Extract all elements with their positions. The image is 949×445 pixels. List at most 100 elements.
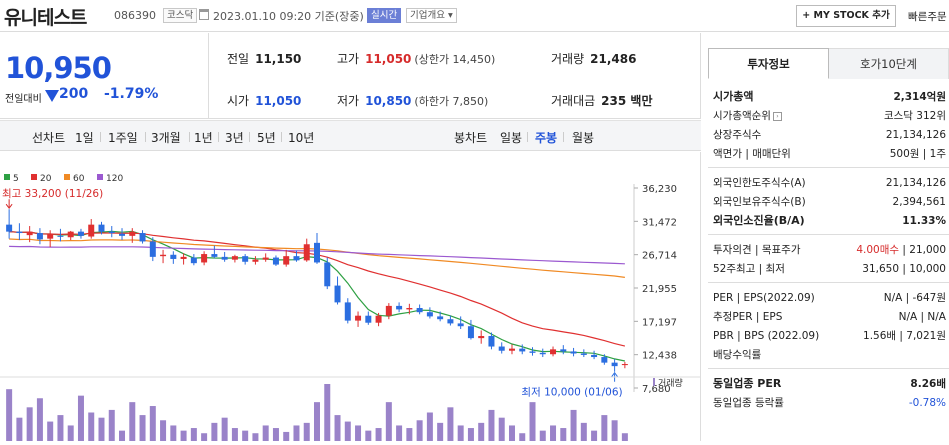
legend-swatch [4,174,10,180]
y-tick-label: 7,680 [642,384,671,395]
volume-bar [580,422,587,441]
range-10y[interactable]: 10년 [288,131,315,145]
quick-order-link[interactable]: 빠른주문 [908,11,947,23]
volume-bar [611,420,618,441]
volume-bar [88,412,95,441]
volume-bar [488,409,495,441]
candle-body [550,349,557,355]
info-row-4-3: 배당수익률 [713,346,946,364]
divider [708,282,949,283]
candle-body [98,224,105,232]
volume-bar [385,402,392,441]
candle-body [77,231,84,236]
info-label: 상장주식수 [713,129,762,141]
legend-swatch [64,174,70,180]
volume-bar [591,430,598,441]
volume-bar [621,433,628,441]
change-amount: 200 [59,86,89,102]
price-chart: 36,230 31,472 26,714 21,955 17,197 12,438 7,68… [0,152,701,441]
candle-body [375,315,382,323]
range-1d[interactable]: 1일 [75,131,94,145]
range-5y[interactable]: 5년 [257,131,276,145]
candle-body [488,336,495,347]
stock-name: 유니테스트 [4,7,87,29]
line-chart-label: 선차트 [32,131,66,145]
candle-body [221,256,228,260]
info-value: N/A | -647원 [883,292,946,304]
divider [708,368,949,369]
range-3y[interactable]: 3년 [225,131,244,145]
volume-bar [221,417,228,441]
y-tick-label: 12,438 [642,351,677,362]
info-label: PER | EPS(2022.09) [713,292,815,304]
info-value: 코스닥 312위 [883,110,946,122]
mystock-add-button[interactable]: + MY STOCK 추가 [796,5,896,27]
y-tick-label: 26,714 [642,251,677,262]
info-value: 31,650 | 10,000 [862,263,946,275]
info-value: 1.56배 | 7,021원 [863,330,946,342]
info-label: 52주최고 | 최저 [713,263,785,275]
candle-body [406,308,413,310]
volume-bar [529,402,536,441]
volume-bar [324,384,331,441]
info-row-4-1: 추정PER | EPS N/A | N/A [713,308,946,326]
candle-body [262,257,269,260]
volume-bar [36,398,43,441]
volume-bar [303,422,310,441]
info-label: 동일업종 PER [713,377,782,390]
stat-prev-close: 전일 11,150 [227,52,302,66]
candle-body [160,254,167,257]
volume-bar [272,428,279,441]
tab-orderbook[interactable]: 호가10단계 [829,48,949,79]
candle-body [539,352,546,355]
volume-legend-swatch [653,378,655,386]
info-row-1-0: 시가총액 2,314억원 [713,88,946,106]
volume-bar [119,430,126,441]
market-tag: 코스닥 [163,8,198,23]
candle-body [47,234,54,239]
low-marker-arrowhead [611,371,619,378]
range-1y[interactable]: 1년 [194,131,213,145]
candle-body [508,348,515,351]
candle-body [365,315,372,323]
candle-weekly[interactable]: 주봉 [535,131,558,145]
info-label: 배당수익률 [713,349,762,361]
range-3m[interactable]: 3개월 [151,131,181,145]
volume-bar [77,395,84,441]
candle-body [519,348,526,352]
candle-body [416,308,423,313]
y-tick-label: 31,472 [642,217,677,228]
volume-bar [139,415,146,441]
candle-daily[interactable]: 일봉 [500,131,523,145]
volume-bar [149,406,156,441]
info-icon: › [772,111,782,121]
volume-bar [498,417,505,441]
candle-body [457,323,464,327]
company-overview-dropdown[interactable]: 기업개요 ▾ [406,8,457,23]
target-opinion: 4.00매수 [856,244,900,256]
volume-bar [406,428,413,441]
range-1w[interactable]: 1주일 [108,131,138,145]
candle-body [139,233,146,242]
info-label: 투자의견 | 목표주가 [713,244,801,256]
candle-body [385,305,392,316]
legend-label: 5 [13,174,19,184]
volume-bar [190,428,197,441]
tab-invest-info[interactable]: 투자정보 [708,48,829,79]
volume-bar [262,425,269,441]
candle-body [570,351,577,354]
candle-body [314,242,320,263]
y-tick-label: 21,955 [642,284,677,295]
volume-bar [550,425,557,441]
candle-monthly[interactable]: 월봉 [572,131,595,145]
volume-bar [457,425,464,441]
candle-body [119,233,126,236]
candle-body [601,357,608,363]
volume-bar [560,428,567,441]
chart-range-bar: 선차트 1일 1주일 3개월 1년 3년 5년 10년 봉차트 일봉 주봉 월봉 [0,120,701,151]
candle-body [26,231,33,236]
info-row-5-0: 동일업종 PER 8.26배 [713,375,946,393]
volume-bar [201,433,208,441]
volume-bar [283,431,290,441]
info-value: 21,134,126 [885,177,946,189]
